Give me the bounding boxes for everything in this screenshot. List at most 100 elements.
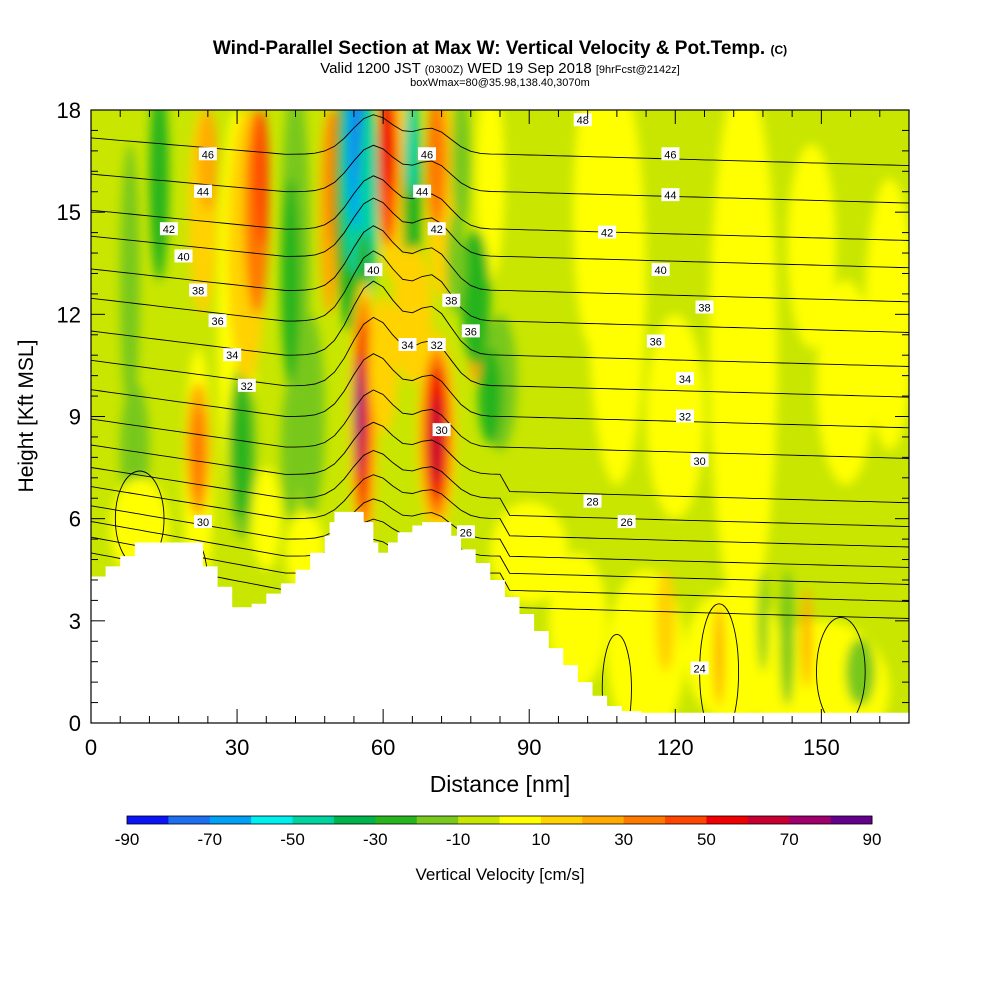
isentrope-label: 46 xyxy=(661,147,680,161)
isentrope-line xyxy=(91,250,909,333)
y-tick-label: 3 xyxy=(69,609,81,634)
isentrope-label: 40 xyxy=(174,249,193,263)
velocity-blob xyxy=(714,603,724,706)
box-wmax-info: boxWmax=80@35.98,138.40,3070m xyxy=(410,77,590,89)
y-tick-label: 9 xyxy=(69,405,81,430)
velocity-blob xyxy=(280,178,301,383)
colorbar-swatch xyxy=(789,816,832,824)
isentrope-label: 36 xyxy=(208,314,227,328)
isentrope-line xyxy=(91,316,909,398)
isentrope-label-text: 46 xyxy=(202,149,214,161)
isentrope-line xyxy=(91,353,909,429)
colorbar-tick-label: -90 xyxy=(115,830,140,849)
colorbar-tick-label: -30 xyxy=(363,830,388,849)
isentrope-label-bg xyxy=(676,372,695,386)
isentrope-label-text: 38 xyxy=(445,296,457,308)
colorbar-tick-label: -10 xyxy=(446,830,471,849)
colorbar-swatch xyxy=(582,816,625,824)
isentrope-label-bg xyxy=(159,222,178,236)
isentrope-label-text: 40 xyxy=(177,251,189,263)
velocity-blob xyxy=(451,110,471,230)
velocity-blob xyxy=(865,178,909,451)
isentrope-label-bg xyxy=(442,293,461,307)
isentrope-label: 30 xyxy=(432,423,451,437)
colorbar-tick-label: 90 xyxy=(863,830,882,849)
isentrope-label: 24 xyxy=(690,661,709,676)
isentrope-label: 32 xyxy=(427,337,446,352)
colorbar-swatch xyxy=(168,816,211,824)
y-tick-label: 15 xyxy=(57,200,81,225)
isentrope-label: 34 xyxy=(223,348,242,362)
colorbar-swatch xyxy=(665,816,707,824)
x-tick-label: 30 xyxy=(225,735,249,760)
isentrope-line xyxy=(91,197,909,269)
isentrope-label: 26 xyxy=(456,525,475,539)
isentrope-label-bg xyxy=(661,188,680,202)
velocity-blob xyxy=(254,110,269,247)
x-tick-label: 60 xyxy=(371,735,395,760)
colorbar: -90 -70 -50 -30 -10 10 30 50 70 90 xyxy=(115,815,882,849)
isentrope-label-text: 24 xyxy=(694,664,706,676)
isentrope-label-text: 40 xyxy=(367,265,379,277)
isentrope-line xyxy=(91,474,909,548)
colorbar-swatch xyxy=(706,816,749,824)
isentrope-label-bg xyxy=(661,147,680,161)
chart-title-text: Wind-Parallel Section at Max W: Vertical… xyxy=(212,38,766,59)
isentrope-label-text: 30 xyxy=(435,425,447,437)
isentrope-label-bg xyxy=(398,337,417,351)
velocity-blob xyxy=(801,586,812,689)
valid-utc: (0300Z) xyxy=(424,64,464,76)
colorbar-tick-label: 30 xyxy=(614,830,633,849)
chart-title: Wind-Parallel Section at Max W: Vertical… xyxy=(0,38,1000,60)
colorbar-swatch xyxy=(830,816,873,824)
isentrope-label-text: 34 xyxy=(679,374,691,386)
isentrope-label: 46 xyxy=(198,147,217,161)
isentrope-line xyxy=(91,450,909,528)
isentrope-label-bg xyxy=(690,453,709,467)
colorbar-swatch xyxy=(333,816,376,824)
isentrope-label-bg xyxy=(427,222,446,236)
y-tick-label: 6 xyxy=(69,507,81,532)
isentrope-loop xyxy=(601,634,632,723)
colorbar-swatch xyxy=(375,816,418,824)
velocity-blob xyxy=(356,232,371,301)
colorbar-swatch xyxy=(251,816,294,824)
colorbar-swatch xyxy=(623,816,666,824)
velocity-blob xyxy=(845,637,875,706)
isentrope-label-text: 32 xyxy=(679,412,691,424)
x-tick-label: 0 xyxy=(85,735,97,760)
isentrope-label: 44 xyxy=(661,188,680,202)
isentrope-label-bg xyxy=(646,334,665,348)
isentrope-label-bg xyxy=(651,263,670,277)
isentrope-label: 34 xyxy=(398,337,417,352)
isentrope-label-bg xyxy=(617,515,636,529)
velocity-blob xyxy=(356,372,362,441)
velocity-blob xyxy=(758,569,768,672)
colorbar-swatch xyxy=(127,816,169,824)
copyright-mark: (C) xyxy=(770,43,788,57)
isentrope-label: 38 xyxy=(442,293,461,308)
isentrope-label: 28 xyxy=(583,494,602,509)
x-tick-label: 120 xyxy=(657,735,694,760)
colorbar-swatch xyxy=(209,816,252,824)
colorbar-swatch xyxy=(416,816,459,824)
isentrope-label: 46 xyxy=(417,147,436,161)
isentrope-lines xyxy=(91,114,909,723)
isentrope-label-bg xyxy=(695,300,714,314)
colorbar-tick-label: -70 xyxy=(197,830,222,849)
colorbar-tick-label: 50 xyxy=(697,830,716,849)
isentrope-label-bg xyxy=(364,263,383,277)
isentrope-label: 42 xyxy=(598,225,617,240)
isentrope-line xyxy=(91,421,909,504)
colorbar-tick-label: 10 xyxy=(531,830,550,849)
isentrope-label-text: 38 xyxy=(698,303,710,315)
isentrope-label: 36 xyxy=(646,334,665,349)
isentrope-line xyxy=(91,175,909,241)
isentrope-label-bg xyxy=(461,324,480,338)
isentrope-label-bg xyxy=(676,409,695,423)
isentrope-label-text: 36 xyxy=(211,316,223,328)
isentrope-label-bg xyxy=(174,249,193,263)
isentrope-label: 42 xyxy=(159,222,178,236)
